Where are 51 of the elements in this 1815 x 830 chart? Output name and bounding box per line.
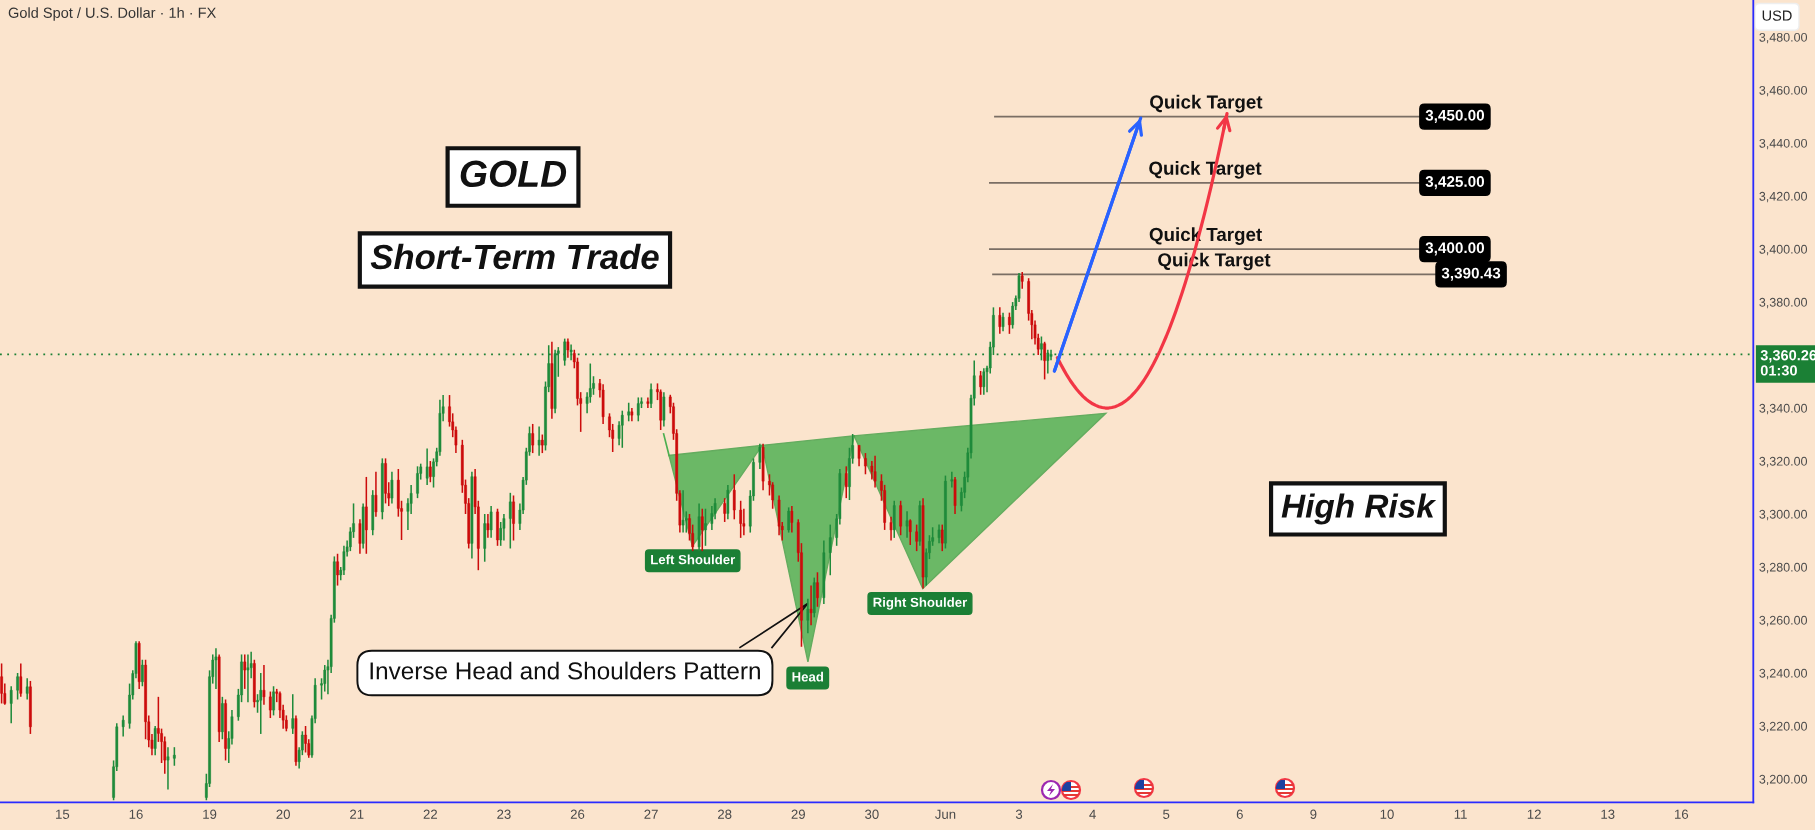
chart-title: Gold Spot / U.S. Dollar · 1h · FX bbox=[8, 7, 216, 21]
y-tick-label: 3,280.00 bbox=[1759, 562, 1808, 574]
annotation: Short-Term Trade bbox=[370, 243, 659, 270]
y-tick-label: 3,420.00 bbox=[1759, 191, 1808, 203]
ref-line-label: 3,390.43 bbox=[1441, 267, 1501, 281]
annotation: Left Shoulder bbox=[651, 554, 736, 565]
y-tick-label: 3,400.00 bbox=[1759, 244, 1808, 256]
x-tick-label: Jun bbox=[935, 809, 956, 819]
annotation: High Risk bbox=[1281, 493, 1437, 525]
x-tick-label: 4 bbox=[1089, 809, 1096, 819]
y-tick-label: 3,220.00 bbox=[1759, 721, 1808, 733]
annotation: Inverse Head and Shoulders Pattern bbox=[370, 661, 760, 680]
y-tick-label: 3,200.00 bbox=[1759, 774, 1808, 786]
x-tick-label: 16 bbox=[129, 809, 143, 819]
x-tick-label: 13 bbox=[1601, 809, 1615, 819]
x-tick-label: 23 bbox=[497, 809, 511, 819]
y-tick-label: 3,320.00 bbox=[1759, 456, 1808, 468]
y-tick-label: 3,340.00 bbox=[1759, 403, 1808, 415]
x-tick-label: 28 bbox=[718, 809, 732, 819]
x-tick-label: 29 bbox=[791, 809, 805, 819]
x-tick-label: 19 bbox=[203, 809, 217, 819]
x-tick-label: 11 bbox=[1454, 809, 1467, 819]
ref-line-label: 3,450.00 bbox=[1425, 109, 1485, 123]
y-tick-label: 3,480.00 bbox=[1759, 32, 1808, 44]
x-tick-label: 27 bbox=[644, 809, 658, 819]
y-tick-label: 3,300.00 bbox=[1759, 509, 1808, 521]
x-tick-label: 15 bbox=[56, 809, 70, 819]
y-tick-label: 3,240.00 bbox=[1759, 668, 1808, 680]
x-tick-label: 20 bbox=[276, 809, 290, 819]
x-tick-label: 26 bbox=[570, 809, 585, 819]
x-tick-label: 21 bbox=[350, 809, 364, 819]
annotation: Quick Target bbox=[1150, 94, 1263, 113]
x-tick-label: 10 bbox=[1380, 809, 1394, 819]
annotation: Right Shoulder bbox=[873, 597, 968, 610]
x-tick-label: 30 bbox=[865, 809, 879, 819]
y-tick-label: 3,380.00 bbox=[1759, 297, 1808, 309]
x-tick-label: 16 bbox=[1674, 809, 1689, 819]
y-tick-label: 3,440.00 bbox=[1759, 138, 1808, 150]
annotation: GOLD bbox=[460, 160, 567, 188]
y-axis-title: USD bbox=[1762, 10, 1792, 21]
x-tick-label: 6 bbox=[1236, 809, 1243, 819]
ref-line-label: 3,400.00 bbox=[1425, 242, 1485, 256]
ref-line-label: 3,425.00 bbox=[1425, 176, 1485, 190]
x-tick-label: 22 bbox=[423, 809, 437, 819]
x-tick-label: 12 bbox=[1527, 809, 1541, 819]
x-tick-label: 5 bbox=[1163, 809, 1170, 819]
x-tick-label: 3 bbox=[1015, 809, 1023, 819]
y-tick-label: 3,260.00 bbox=[1759, 615, 1808, 627]
annotation: Head bbox=[792, 671, 824, 682]
y-tick-label: 3,460.00 bbox=[1759, 85, 1808, 97]
x-tick-label: 9 bbox=[1310, 809, 1317, 819]
